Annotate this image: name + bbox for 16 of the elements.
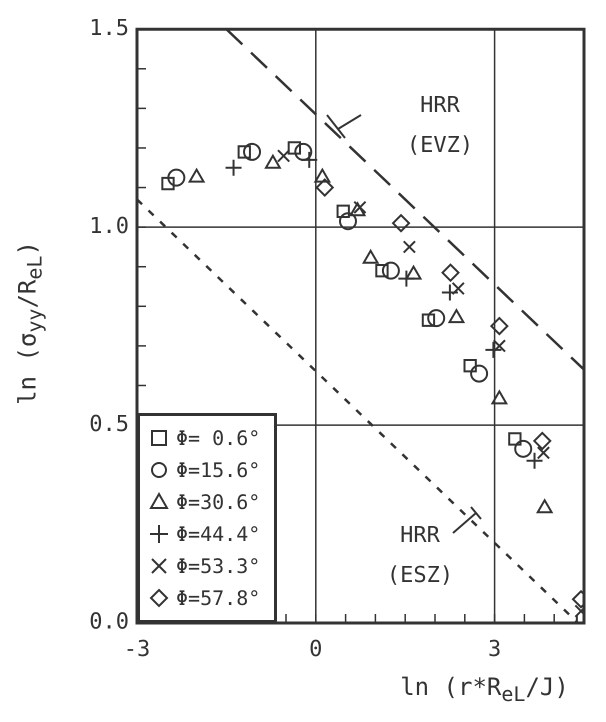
x-tick-label: 3 (488, 636, 502, 662)
x-tick-label: -3 (124, 636, 150, 662)
x-tick-label: 0 (309, 636, 322, 662)
annotation: HRR (EVZ) (406, 92, 474, 160)
y-tick-label: 1.5 (89, 16, 129, 41)
x-axis-title: ln (r*R$_{eL}$/J) (400, 673, 569, 706)
legend-label: Φ= 0.6° (176, 426, 260, 450)
legend-label: Φ=15.6° (176, 458, 260, 482)
y-tick-label: 1.0 (89, 214, 129, 239)
legend-label: Φ=57.8° (176, 586, 260, 610)
legend-label: Φ=30.6° (176, 490, 260, 514)
annotation: HRR (ESZ) (386, 522, 454, 590)
legend-label: Φ=53.3° (176, 554, 260, 578)
legend-label: Φ=44.4° (176, 522, 260, 546)
y-tick-label: 0.5 (89, 412, 129, 437)
y-tick-label: 0.0 (89, 610, 129, 635)
